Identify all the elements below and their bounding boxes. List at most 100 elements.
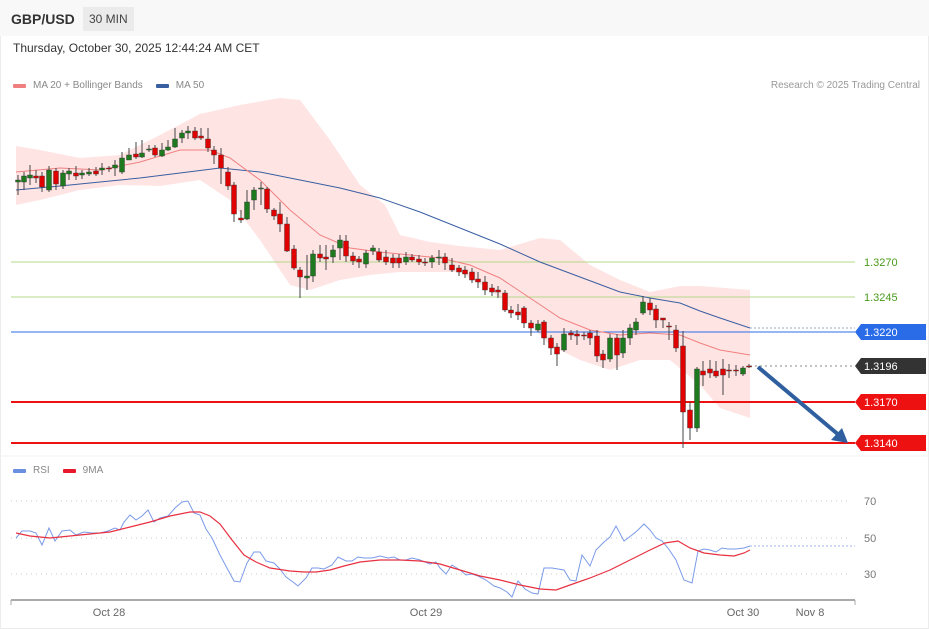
bull-candle[interactable]	[694, 368, 700, 429]
bull-candle[interactable]	[126, 154, 132, 161]
bear-candle[interactable]	[422, 261, 428, 264]
bear-candle[interactable]	[291, 248, 297, 269]
bear-candle[interactable]	[356, 258, 362, 263]
bear-candle[interactable]	[152, 147, 158, 156]
bear-candle[interactable]	[53, 170, 59, 185]
bull-candle[interactable]	[337, 239, 343, 249]
bull-candle[interactable]	[79, 172, 85, 176]
bear-candle[interactable]	[205, 138, 211, 149]
bull-candle[interactable]	[172, 138, 178, 148]
bull-candle[interactable]	[46, 169, 52, 191]
bear-candle[interactable]	[614, 337, 620, 356]
bear-candle[interactable]	[264, 188, 270, 210]
bear-candle[interactable]	[515, 311, 521, 316]
bear-candle[interactable]	[277, 213, 283, 225]
bear-candle[interactable]	[581, 334, 587, 337]
bear-candle[interactable]	[39, 175, 45, 188]
bear-candle[interactable]	[660, 317, 666, 321]
bear-candle[interactable]	[746, 365, 752, 368]
bear-candle[interactable]	[482, 281, 488, 291]
bear-candle[interactable]	[416, 258, 422, 263]
bull-candle[interactable]	[740, 367, 746, 375]
bear-candle[interactable]	[508, 309, 514, 314]
bull-candle[interactable]	[99, 167, 105, 171]
bear-candle[interactable]	[106, 167, 112, 170]
bear-candle[interactable]	[73, 172, 79, 177]
bear-candle[interactable]	[390, 257, 396, 264]
bear-candle[interactable]	[211, 149, 217, 156]
bear-candle[interactable]	[587, 332, 593, 339]
bull-candle[interactable]	[251, 189, 257, 201]
bear-candle[interactable]	[383, 256, 389, 263]
bull-candle[interactable]	[330, 249, 336, 258]
bear-candle[interactable]	[521, 307, 527, 324]
bull-candle[interactable]	[561, 333, 567, 351]
bull-candle[interactable]	[66, 170, 72, 175]
bear-candle[interactable]	[409, 256, 415, 261]
bull-candle[interactable]	[535, 323, 541, 331]
bear-candle[interactable]	[653, 308, 659, 321]
bull-candle[interactable]	[21, 175, 27, 183]
bear-candle[interactable]	[680, 345, 686, 413]
bear-candle[interactable]	[687, 409, 693, 429]
bear-candle[interactable]	[489, 287, 495, 293]
bull-candle[interactable]	[436, 256, 442, 259]
bear-candle[interactable]	[323, 256, 329, 260]
bull-candle[interactable]	[112, 164, 118, 169]
bull-candle[interactable]	[185, 130, 191, 134]
bull-candle[interactable]	[179, 132, 185, 139]
bear-candle[interactable]	[548, 337, 554, 349]
bear-candle[interactable]	[666, 325, 672, 328]
bear-candle[interactable]	[568, 332, 574, 336]
bear-candle[interactable]	[600, 353, 606, 361]
bear-candle[interactable]	[93, 170, 99, 175]
bear-candle[interactable]	[284, 223, 290, 252]
bear-candle[interactable]	[502, 292, 508, 311]
bear-candle[interactable]	[271, 209, 277, 217]
bull-candle[interactable]	[15, 179, 21, 183]
bull-candle[interactable]	[627, 327, 633, 339]
bear-candle[interactable]	[720, 368, 726, 376]
bull-candle[interactable]	[429, 257, 435, 263]
bear-candle[interactable]	[350, 255, 356, 262]
bear-candle[interactable]	[541, 321, 547, 339]
bear-candle[interactable]	[297, 269, 303, 278]
timeframe-badge[interactable]: 30 MIN	[83, 7, 134, 31]
bear-candle[interactable]	[456, 267, 462, 273]
bear-candle[interactable]	[700, 370, 706, 376]
bear-candle[interactable]	[554, 346, 560, 355]
bear-candle[interactable]	[726, 369, 732, 372]
bear-candle[interactable]	[733, 369, 739, 372]
bear-candle[interactable]	[462, 269, 468, 275]
bull-candle[interactable]	[304, 275, 310, 279]
bull-candle[interactable]	[258, 187, 264, 190]
bull-candle[interactable]	[620, 337, 626, 354]
bull-candle[interactable]	[27, 174, 33, 179]
bear-candle[interactable]	[713, 370, 719, 377]
bull-candle[interactable]	[633, 321, 639, 331]
bear-candle[interactable]	[33, 175, 39, 179]
bear-candle[interactable]	[343, 240, 349, 257]
bear-candle[interactable]	[647, 302, 653, 311]
bear-candle[interactable]	[218, 154, 224, 169]
bull-candle[interactable]	[119, 157, 125, 173]
bull-candle[interactable]	[86, 171, 92, 175]
bull-candle[interactable]	[607, 337, 613, 360]
bear-candle[interactable]	[528, 322, 534, 329]
bull-candle[interactable]	[60, 172, 66, 187]
bear-candle[interactable]	[594, 335, 600, 357]
bear-candle[interactable]	[442, 256, 448, 264]
bear-candle[interactable]	[574, 333, 580, 337]
bull-candle[interactable]	[244, 201, 250, 220]
bear-candle[interactable]	[376, 251, 382, 261]
bear-candle[interactable]	[198, 135, 204, 139]
bear-candle[interactable]	[707, 368, 713, 374]
bear-candle[interactable]	[133, 153, 139, 158]
bear-candle[interactable]	[225, 171, 231, 187]
bull-candle[interactable]	[363, 252, 369, 265]
bull-candle[interactable]	[146, 148, 152, 151]
bull-candle[interactable]	[159, 149, 165, 157]
bull-candle[interactable]	[403, 256, 409, 263]
bull-candle[interactable]	[165, 146, 171, 151]
